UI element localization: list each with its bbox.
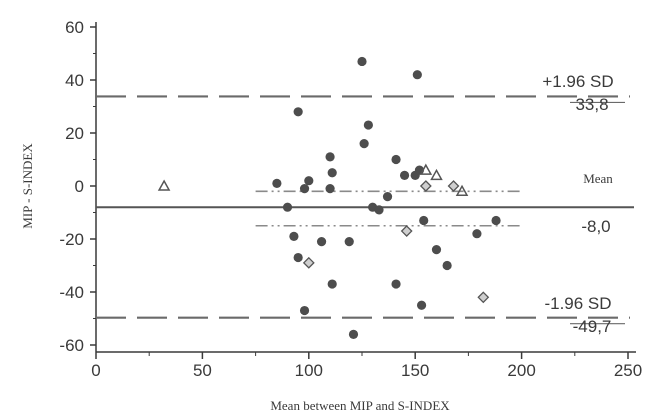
data-point-circle	[282, 202, 293, 212]
data-point-circle	[304, 176, 314, 186]
data-point-triangle	[455, 184, 469, 197]
data-point-triangle	[430, 168, 443, 181]
data-point-circle	[491, 215, 501, 226]
data-point-circle	[399, 170, 410, 180]
y-tick-label: 60	[65, 18, 84, 37]
x-tick-label: 250	[614, 361, 642, 380]
y-tick-label: 20	[65, 124, 84, 143]
y-tick-label: -60	[59, 336, 84, 355]
data-point-circle	[272, 178, 282, 188]
data-point-circle	[359, 139, 369, 149]
data-point-diamond	[477, 291, 490, 304]
data-point-circle	[293, 252, 303, 263]
data-point-diamond	[447, 180, 460, 192]
x-tick-label: 0	[91, 361, 100, 380]
data-point-triangle	[419, 163, 433, 175]
data-point-circle	[412, 70, 422, 80]
data-point-circle	[357, 56, 367, 67]
x-tick-label: 150	[401, 361, 429, 380]
data-point-circle	[419, 215, 429, 226]
data-point-circle	[289, 231, 299, 241]
data-point-circle	[344, 237, 354, 247]
data-point-circle	[391, 279, 401, 289]
data-point-circle	[299, 184, 310, 194]
y-tick-label: -40	[59, 283, 84, 302]
mean-label: Mean	[583, 171, 613, 186]
data-point-circle	[363, 120, 373, 130]
y-tick-label: -20	[59, 230, 84, 249]
data-point-diamond	[400, 225, 413, 237]
data-point-circle	[293, 107, 303, 117]
lower-loa-label: -1.96 SD	[544, 294, 611, 313]
data-points	[157, 56, 501, 339]
data-point-circle	[299, 305, 310, 316]
data-point-circle	[327, 279, 337, 289]
data-point-circle	[416, 300, 427, 310]
data-point-circle	[325, 184, 335, 194]
data-point-diamond	[302, 256, 315, 269]
upper-loa-value: 33,8	[575, 95, 608, 114]
y-tick-label: 40	[65, 71, 84, 90]
x-tick-label: 200	[507, 361, 535, 380]
data-point-circle	[382, 192, 393, 202]
data-point-circle	[316, 237, 327, 247]
data-point-circle	[348, 329, 359, 339]
data-point-triangle	[157, 179, 171, 191]
data-point-circle	[391, 154, 401, 165]
data-point-circle	[431, 245, 442, 255]
upper-loa-label: +1.96 SD	[542, 72, 613, 91]
data-point-circle	[327, 168, 337, 178]
data-point-circle	[374, 205, 384, 215]
tick-labels: -60 -40 -20 0 20 40 60 0 50 100 150 200 250	[59, 18, 642, 380]
x-axis-title: Mean between MIP and S-INDEX	[270, 398, 450, 413]
data-point-circle	[472, 229, 482, 239]
x-tick-label: 50	[193, 361, 212, 380]
y-tick-label: 0	[75, 177, 84, 196]
mean-value: -8,0	[581, 217, 610, 236]
lower-loa-value: -49,7	[573, 317, 612, 336]
data-point-circle	[325, 152, 335, 162]
y-axis-title: MIP - S-INDEX	[20, 143, 35, 229]
axes	[90, 22, 636, 359]
x-tick-label: 100	[295, 361, 323, 380]
data-point-diamond	[419, 180, 432, 192]
reference-lines	[96, 95, 634, 325]
data-point-circle	[442, 260, 452, 271]
